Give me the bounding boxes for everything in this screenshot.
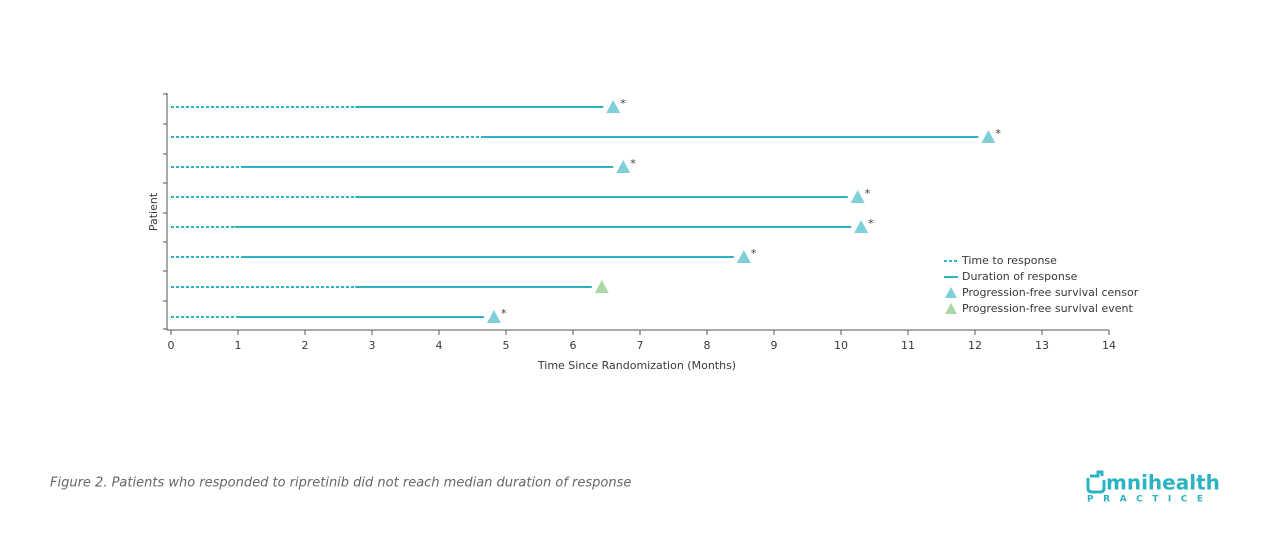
x-tick-label: 13	[1035, 339, 1049, 352]
censor-asterisk: *	[501, 307, 507, 320]
x-tick-label: 12	[968, 339, 982, 352]
pfs-censor	[606, 100, 621, 113]
logo-icon	[1086, 470, 1106, 494]
censor-asterisk: *	[630, 157, 636, 170]
legend-label: Time to response	[961, 254, 1057, 267]
pfs-censor	[736, 250, 751, 263]
pfs-censor	[616, 160, 631, 173]
logo-name: mnihealth	[1106, 471, 1220, 495]
pfs-censor	[854, 220, 869, 233]
x-tick-label: 1	[235, 339, 242, 352]
x-axis-label: Time Since Randomization (Months)	[537, 359, 736, 372]
x-tick-label: 7	[637, 339, 644, 352]
x-tick-label: 14	[1102, 339, 1116, 352]
x-tick-label: 8	[704, 339, 711, 352]
caption: Figure 2. Patients who responded to ripr…	[50, 476, 631, 491]
y-axis-label: Patient	[147, 192, 160, 231]
x-tick-label: 9	[771, 339, 778, 352]
pfs-censor	[486, 310, 501, 323]
censor-asterisk: *	[865, 187, 871, 200]
pfs-event	[594, 280, 609, 293]
legend-swatch	[945, 303, 957, 314]
x-tick-label: 3	[369, 339, 376, 352]
pfs-censor	[981, 130, 996, 143]
censor-asterisk: *	[995, 127, 1001, 140]
x-tick-label: 0	[168, 339, 175, 352]
legend-label: Duration of response	[962, 270, 1078, 283]
legend-label: Progression-free survival event	[962, 302, 1133, 315]
x-tick-label: 6	[570, 339, 577, 352]
pfs-censor	[850, 190, 865, 203]
x-tick-label: 11	[901, 339, 915, 352]
logo-sub: P R A C T I C E	[1087, 495, 1206, 505]
legend-label: Progression-free survival censor	[962, 286, 1139, 299]
logo: mnihealth P R A C T I C E	[1086, 470, 1220, 505]
x-tick-label: 2	[302, 339, 309, 352]
x-tick-label: 5	[503, 339, 510, 352]
y-axis-ticks	[163, 93, 167, 330]
legend-swatch	[945, 287, 957, 298]
censor-asterisk: *	[620, 97, 626, 110]
x-tick-label: 4	[436, 339, 443, 352]
censor-asterisk: *	[868, 217, 874, 230]
x-tick-label: 10	[834, 339, 848, 352]
censor-asterisk: *	[751, 247, 757, 260]
